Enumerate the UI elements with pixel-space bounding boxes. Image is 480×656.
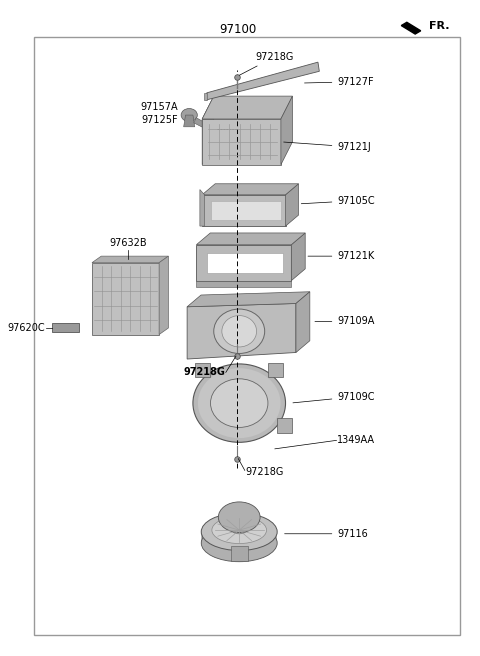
Polygon shape xyxy=(195,363,210,377)
Polygon shape xyxy=(212,201,281,220)
Text: 97127F: 97127F xyxy=(304,77,374,87)
Polygon shape xyxy=(202,96,214,165)
Text: 97121K: 97121K xyxy=(308,251,374,261)
Polygon shape xyxy=(159,256,168,335)
Polygon shape xyxy=(196,245,291,281)
Text: 97632B: 97632B xyxy=(109,238,147,248)
Text: 97109A: 97109A xyxy=(315,316,375,327)
Polygon shape xyxy=(187,292,310,307)
Bar xyxy=(231,546,248,561)
Ellipse shape xyxy=(201,371,277,436)
Ellipse shape xyxy=(218,502,260,533)
Bar xyxy=(52,323,80,332)
Text: 97116: 97116 xyxy=(285,529,368,539)
Polygon shape xyxy=(202,96,292,119)
Polygon shape xyxy=(204,93,207,100)
Ellipse shape xyxy=(196,367,282,440)
Ellipse shape xyxy=(198,368,280,438)
Text: 97100: 97100 xyxy=(219,23,256,36)
Ellipse shape xyxy=(200,369,279,437)
Polygon shape xyxy=(286,184,299,226)
Polygon shape xyxy=(196,281,291,287)
Polygon shape xyxy=(291,233,305,281)
Ellipse shape xyxy=(201,524,277,562)
Polygon shape xyxy=(92,256,168,262)
Polygon shape xyxy=(196,233,305,245)
Polygon shape xyxy=(202,195,286,226)
Text: 97105C: 97105C xyxy=(301,195,375,205)
Polygon shape xyxy=(268,363,283,377)
Text: 1349AA: 1349AA xyxy=(337,436,375,445)
Ellipse shape xyxy=(193,364,286,442)
Ellipse shape xyxy=(222,316,257,347)
Polygon shape xyxy=(92,262,159,335)
Text: 97121J: 97121J xyxy=(284,142,371,152)
Polygon shape xyxy=(206,253,283,273)
Ellipse shape xyxy=(194,365,284,441)
Polygon shape xyxy=(184,115,195,127)
Polygon shape xyxy=(200,190,204,226)
Polygon shape xyxy=(187,304,296,359)
Polygon shape xyxy=(202,119,281,165)
Text: 97218G: 97218G xyxy=(240,52,294,75)
Text: 97620C: 97620C xyxy=(7,323,45,333)
Ellipse shape xyxy=(201,513,277,550)
Polygon shape xyxy=(194,117,217,133)
Bar xyxy=(201,530,277,544)
Ellipse shape xyxy=(214,309,264,354)
Text: 97157A: 97157A xyxy=(140,102,178,112)
Text: FR.: FR. xyxy=(429,21,449,31)
Ellipse shape xyxy=(232,526,247,534)
Polygon shape xyxy=(202,184,299,195)
Text: 97125F: 97125F xyxy=(141,115,178,125)
Polygon shape xyxy=(206,62,319,100)
Text: 97218G: 97218G xyxy=(245,466,284,477)
Polygon shape xyxy=(281,96,292,165)
Polygon shape xyxy=(401,22,421,34)
Ellipse shape xyxy=(211,379,268,428)
Ellipse shape xyxy=(212,517,266,544)
Ellipse shape xyxy=(181,108,197,121)
Text: 97218G: 97218G xyxy=(183,367,225,377)
Text: 97109C: 97109C xyxy=(293,392,375,403)
Polygon shape xyxy=(277,418,291,432)
Polygon shape xyxy=(296,292,310,352)
